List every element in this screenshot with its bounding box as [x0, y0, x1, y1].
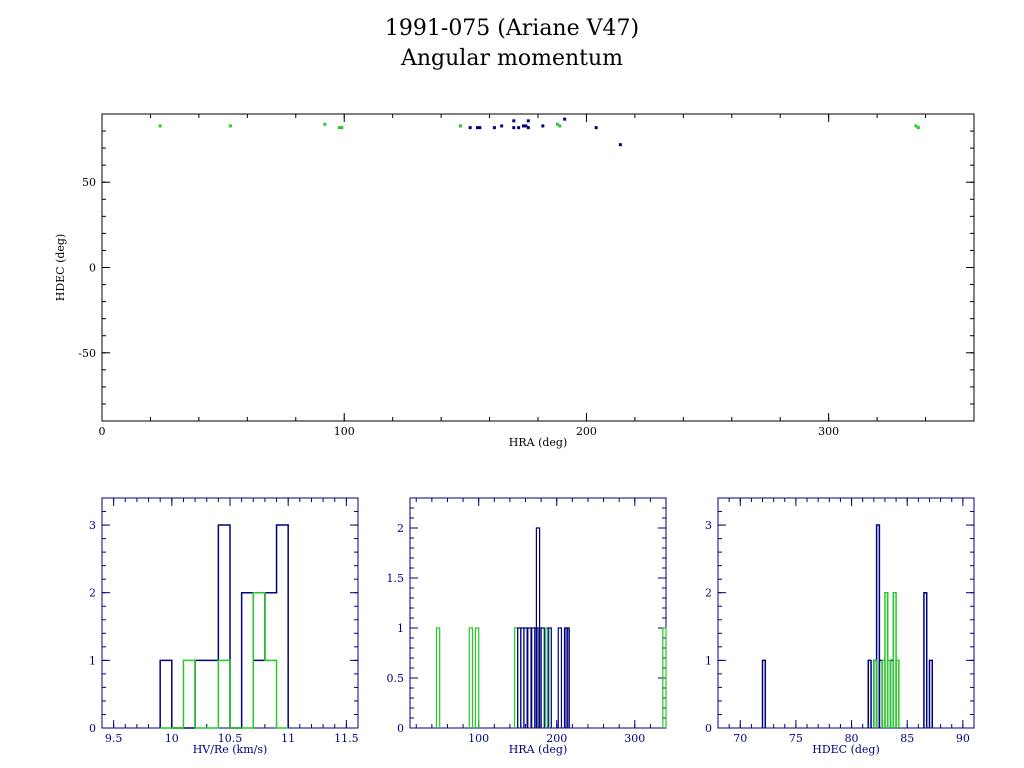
- y-tick-label: 0: [705, 722, 712, 735]
- data-point-blue: [521, 124, 525, 128]
- y-tick-label: 1: [397, 622, 404, 635]
- histogram-bar-blue: [557, 627, 563, 728]
- y-tick-label: 2: [89, 587, 96, 600]
- data-point-blue: [526, 126, 530, 130]
- histogram-bar-blue: [867, 659, 872, 728]
- histogram-bar-blue: [875, 524, 881, 728]
- histogram-blue: [159, 524, 289, 729]
- x-tick-label: 0: [99, 425, 106, 438]
- y-tick-label: 0: [89, 262, 96, 275]
- x-tick-label: 200: [576, 425, 597, 438]
- x-axis-label: HRA (deg): [509, 436, 568, 449]
- x-tick-label: 100: [334, 425, 355, 438]
- x-tick-label: 10: [165, 732, 179, 745]
- y-tick-label: 0: [397, 722, 404, 735]
- data-point-green: [558, 124, 562, 128]
- data-point-blue: [524, 124, 528, 128]
- histogram-bar-green: [435, 627, 441, 728]
- title-line-2: Angular momentum: [401, 46, 623, 71]
- histogram-bar-blue: [535, 527, 541, 728]
- y-tick-label: -50: [78, 347, 96, 360]
- y-tick-label: 1: [89, 654, 96, 667]
- x-tick-label: 90: [956, 732, 970, 745]
- x-tick-label: 10.5: [218, 732, 243, 745]
- y-tick-label: 0.5: [387, 672, 405, 685]
- histogram-bar-blue: [547, 627, 552, 728]
- y-tick-label: 50: [82, 176, 96, 189]
- data-point-green: [323, 122, 327, 126]
- histogram-bar-green: [545, 627, 550, 728]
- histogram-bar-blue: [923, 591, 928, 728]
- plot-frame: [717, 497, 975, 729]
- x-axis-label: HDEC (deg): [812, 743, 880, 756]
- x-tick-label: 70: [733, 732, 747, 745]
- histogram-bar-blue: [761, 659, 767, 728]
- data-point-blue: [594, 126, 598, 130]
- x-tick-label: 11: [281, 732, 295, 745]
- data-point-blue: [517, 126, 521, 130]
- y-tick-label: 2: [705, 587, 712, 600]
- y-tick-label: 1.5: [387, 572, 405, 585]
- data-point-blue: [475, 126, 479, 130]
- x-tick-label: 9.5: [105, 732, 123, 745]
- x-axis-label: HV/Re (km/s): [193, 743, 268, 756]
- data-point-green: [340, 126, 344, 130]
- data-point-blue: [512, 119, 516, 123]
- data-point-blue: [492, 126, 496, 130]
- data-point-blue: [563, 117, 567, 121]
- y-tick-label: 3: [89, 519, 96, 532]
- data-point-blue: [526, 119, 530, 123]
- data-point-blue: [468, 126, 472, 130]
- histogram-bar-green: [474, 627, 480, 728]
- histogram-bar-blue: [928, 659, 934, 728]
- histogram-green: [160, 591, 289, 729]
- y-tick-label: 2: [397, 522, 404, 535]
- data-point-green: [337, 126, 341, 130]
- x-tick-label: 300: [624, 732, 645, 745]
- data-point-green: [228, 124, 232, 128]
- chart-title: 1991-075 (Ariane V47) Angular momentum: [0, 14, 1024, 74]
- x-tick-label: 100: [468, 732, 489, 745]
- data-point-green: [458, 124, 462, 128]
- y-axis-label: HDEC (deg): [54, 234, 67, 302]
- plot-frame: [101, 113, 975, 422]
- histogram-bar-green: [895, 659, 900, 728]
- x-tick-label: 85: [900, 732, 914, 745]
- histogram-bar-green: [662, 627, 667, 728]
- x-tick-label: 75: [789, 732, 803, 745]
- histogram-bar-blue: [565, 627, 570, 728]
- data-point-blue: [541, 124, 545, 128]
- data-point-blue: [512, 126, 516, 130]
- x-tick-label: 200: [546, 732, 567, 745]
- data-point-blue: [500, 124, 504, 128]
- panel-0: [101, 113, 975, 422]
- panel-3: [717, 497, 975, 729]
- histogram-bar-green: [468, 627, 474, 728]
- y-tick-label: 1: [705, 654, 712, 667]
- data-point-green: [916, 126, 920, 130]
- histogram-bar-green: [873, 659, 878, 728]
- histogram-bar-blue: [540, 627, 545, 728]
- x-tick-label: 11.5: [334, 732, 359, 745]
- title-line-1: 1991-075 (Ariane V47): [384, 16, 640, 41]
- y-tick-label: 0: [89, 722, 96, 735]
- data-point-blue: [618, 143, 622, 147]
- histogram-bar-green: [886, 659, 892, 728]
- x-tick-label: 80: [845, 732, 859, 745]
- histogram-bar-blue: [523, 627, 528, 728]
- y-tick-label: 3: [705, 519, 712, 532]
- x-tick-label: 300: [818, 425, 839, 438]
- histogram-bar-blue: [527, 627, 532, 728]
- data-point-green: [914, 124, 918, 128]
- data-point-green: [555, 122, 559, 126]
- data-point-green: [158, 124, 162, 128]
- data-point-blue: [478, 126, 482, 130]
- x-axis-label: HRA (deg): [509, 743, 568, 756]
